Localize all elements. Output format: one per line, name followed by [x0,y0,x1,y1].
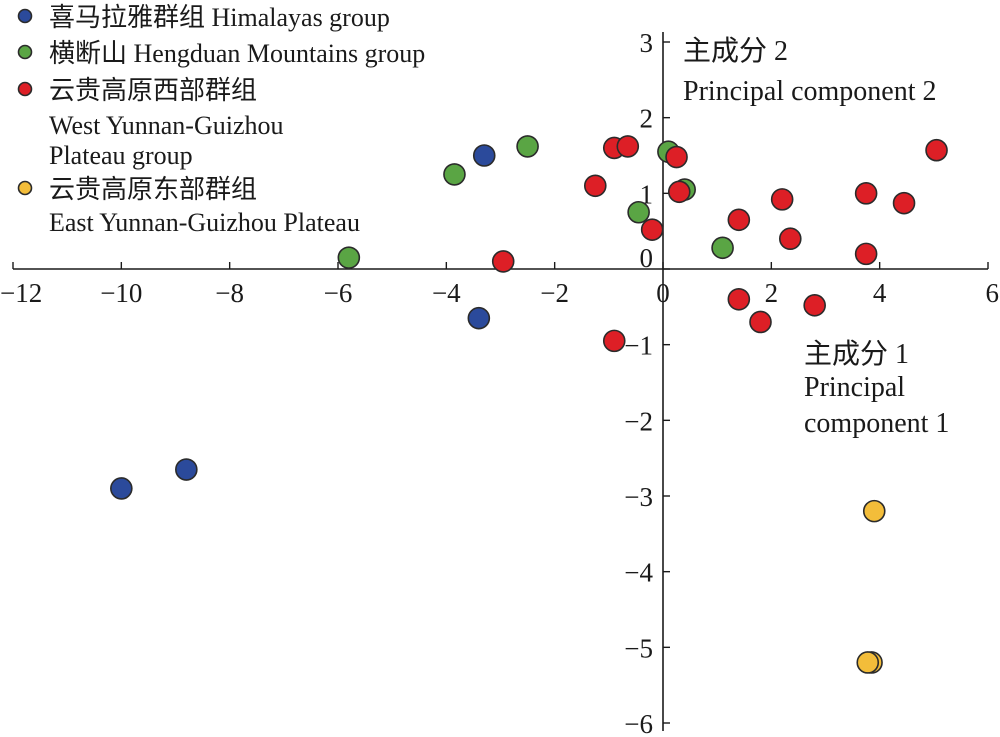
data-point [778,227,802,251]
x-tick-label: −4 [432,278,461,308]
legend-label: 云贵高原东部群组 [49,175,257,204]
data-point [749,310,772,334]
x-tick-label: −12 [0,278,42,308]
y-tick-label: −6 [624,709,653,737]
legend-marker [17,180,33,196]
data-point [443,163,466,186]
y-tick-label: 3 [640,28,654,58]
x-tick-label: 4 [873,278,887,308]
y-axis-title: Principal component 2 [683,76,937,107]
data-point [727,287,751,311]
y-tick-label: 2 [640,104,654,134]
y-tick-label: −1 [624,331,653,361]
data-point [665,145,688,169]
y-axis-title: 主成分 2 [683,35,788,67]
y-tick-label: 0 [640,243,654,273]
data-point [337,246,361,269]
data-point [472,144,496,167]
data-point [856,651,880,674]
y-tick-label: −3 [624,482,653,512]
x-tick-label: 2 [765,278,779,308]
x-tick-label: 6 [986,278,1000,308]
data-point [770,188,794,211]
x-axis-title: Principal [804,372,905,403]
y-tick-label: −2 [624,406,653,436]
legend-label: West Yunnan-Guizhou [49,111,284,140]
data-point [110,477,133,500]
legend-marker [17,81,33,97]
data-point [491,250,515,273]
data-point [711,236,734,260]
legend-label: 横断山 Hengduan Mountains group [49,39,425,68]
data-point [616,135,640,158]
legend-label: East Yunnan-Guizhou Plateau [49,208,360,237]
data-point [583,174,607,198]
data-point [854,242,878,266]
legend-marker [17,44,33,60]
data-point [925,138,948,162]
x-axis-title: component 1 [804,408,949,439]
data-point [516,135,539,158]
x-axis-title: 主成分 1 [804,338,909,370]
x-tick-label: −2 [540,278,569,308]
data-point [602,329,626,353]
y-tick-label: −4 [624,558,653,588]
legend-label: Plateau group [49,141,193,170]
data-point [862,499,886,523]
y-tick-label: −5 [624,633,653,663]
data-point [854,182,878,205]
data-point [467,306,491,330]
data-points [110,135,948,674]
legend-marker [17,8,33,24]
data-point [667,180,691,204]
data-point [640,218,664,241]
x-tick-label: 0 [656,278,670,308]
data-point [175,458,198,481]
data-point [727,208,751,232]
x-tick-label: −6 [324,278,353,308]
legend-label: 云贵高原西部群组 [49,76,257,105]
legend-label: 喜马拉雅群组 Himalayas group [49,3,390,32]
x-tick-label: −8 [215,278,244,308]
x-tick-label: −10 [100,278,142,308]
data-point [627,200,650,224]
data-point [803,294,826,317]
data-point [892,191,916,215]
legend: 喜马拉雅群组 Himalayas group 横断山 Hengduan Mount… [17,3,425,237]
